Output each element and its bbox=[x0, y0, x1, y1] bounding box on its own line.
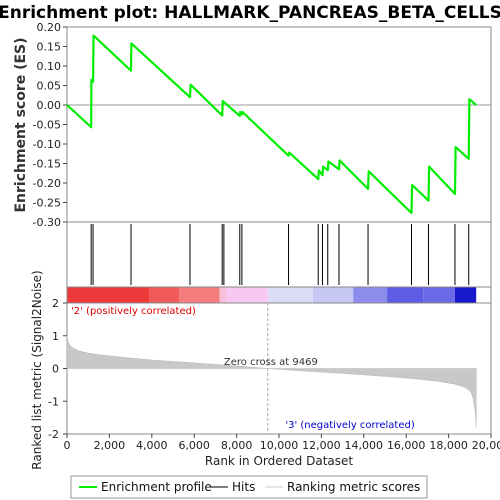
gradient-segment bbox=[423, 287, 455, 303]
legend-frame bbox=[70, 475, 428, 499]
metric-y-tick-label: -1 bbox=[48, 395, 59, 408]
hits-marks bbox=[90, 224, 470, 285]
x-tick-label: 20,000 bbox=[472, 439, 500, 452]
gradient-segment bbox=[387, 287, 424, 303]
x-tick-label: 10,000 bbox=[260, 439, 299, 452]
legend: Enrichment profile Hits Ranking metric s… bbox=[70, 475, 428, 499]
x-tick-label: 2,000 bbox=[94, 439, 126, 452]
hits-panel-frame bbox=[66, 221, 492, 288]
x-tick-label: 4,000 bbox=[136, 439, 168, 452]
enrichment-y-axis: 0.20 0.15 0.10 0.05 0.00 -0.05 -0.10 -0.15 -0.20… bbox=[33, 21, 67, 229]
negative-label: '3' (negatively correlated) bbox=[285, 420, 414, 431]
x-tick-label: 0 bbox=[64, 439, 71, 452]
x-axis: 0 2,000 4,000 6,000 8,000 10,000 12,000 14,000 1… bbox=[64, 434, 500, 452]
x-tick-label: 8,000 bbox=[221, 439, 253, 452]
gradient-segment bbox=[179, 287, 220, 303]
x-tick-label: 14,000 bbox=[345, 439, 384, 452]
x-axis-title: Rank in Ordered Dataset bbox=[205, 454, 353, 468]
positive-label: '2' (positively correlated) bbox=[71, 306, 196, 317]
metric-axis-title: Ranked list metric (Signal2Noise) bbox=[30, 270, 44, 469]
enrichment-panel-frame bbox=[66, 26, 492, 223]
es-series bbox=[66, 34, 477, 215]
es-line bbox=[66, 34, 477, 215]
gradient-segment bbox=[67, 287, 150, 303]
gradient-segment bbox=[219, 287, 226, 303]
es-y-tick-label: 0.05 bbox=[37, 80, 62, 93]
x-tick-label: 12,000 bbox=[302, 439, 341, 452]
es-y-tick-label: -0.05 bbox=[33, 119, 61, 132]
gradient-bar bbox=[67, 287, 477, 303]
chart-title: Enrichment plot: HALLMARK_PANCREAS_BETA_… bbox=[0, 3, 500, 23]
metric-y-tick-label: 0 bbox=[52, 363, 59, 376]
es-y-tick-label: -0.20 bbox=[33, 177, 61, 190]
metric-y-axis: 2 1 0 -1 -2 bbox=[48, 297, 67, 441]
metric-y-tick-label: -2 bbox=[48, 428, 59, 441]
es-y-tick-label: -0.25 bbox=[33, 197, 61, 210]
es-y-tick-label: -0.15 bbox=[33, 158, 61, 171]
gradient-segment bbox=[267, 287, 313, 303]
gradient-segment bbox=[226, 287, 268, 303]
es-axis-title: Enrichment score (ES) bbox=[13, 37, 29, 212]
gradient-segment bbox=[149, 287, 180, 303]
metric-area-group bbox=[66, 335, 477, 428]
gradient-segment bbox=[454, 287, 477, 303]
x-tick-label: 6,000 bbox=[178, 439, 210, 452]
zero-cross-label: Zero cross at 9469 bbox=[224, 357, 318, 368]
es-y-tick-label: 0.00 bbox=[37, 99, 62, 112]
legend-label-enrichment: Enrichment profile bbox=[101, 480, 212, 494]
metric-y-tick-label: 2 bbox=[52, 297, 59, 310]
metric-area bbox=[66, 335, 477, 428]
es-y-tick-label: 0.15 bbox=[37, 41, 62, 54]
es-y-tick-label: 0.20 bbox=[37, 21, 62, 34]
es-y-tick-label: 0.10 bbox=[37, 60, 62, 73]
legend-label-hits: Hits bbox=[232, 480, 255, 494]
gradient-segment bbox=[353, 287, 388, 303]
gradient-segment bbox=[312, 287, 354, 303]
x-tick-label: 16,000 bbox=[387, 439, 426, 452]
es-y-tick-label: -0.10 bbox=[33, 138, 61, 151]
metric-y-tick-label: 1 bbox=[52, 330, 59, 343]
legend-label-metric: Ranking metric scores bbox=[287, 480, 420, 494]
x-tick-label: 18,000 bbox=[429, 439, 468, 452]
es-y-tick-label: -0.30 bbox=[33, 216, 61, 229]
